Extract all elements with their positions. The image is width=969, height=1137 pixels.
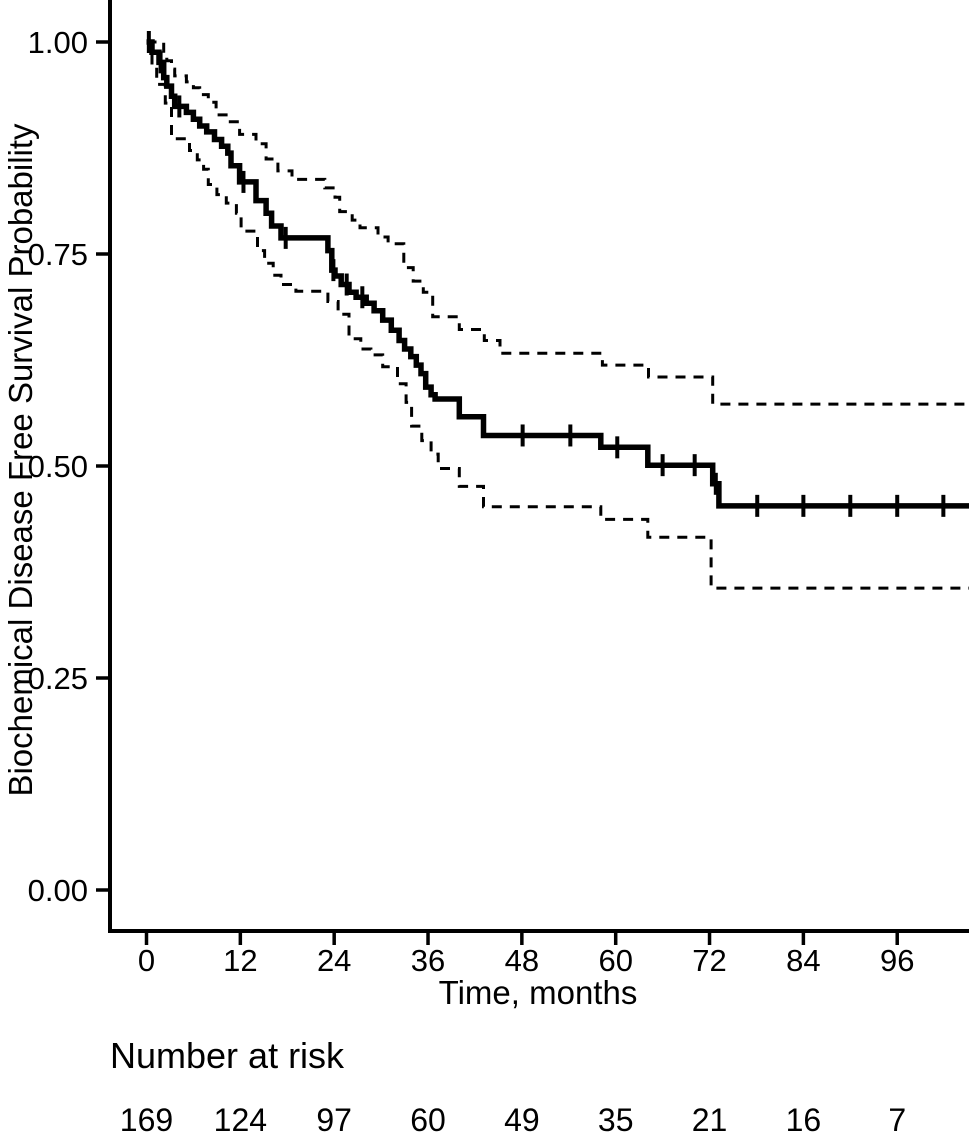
x-tick-label: 72 [692,943,726,978]
x-tick-label: 84 [786,943,820,978]
y-axis-title: Biochemical Disease Free Survival Probab… [2,123,39,797]
risk-table-values: 169 124 97 60 49 35 21 16 7 [120,1102,906,1137]
risk-count: 35 [598,1102,634,1137]
y-tick-label: 0.25 [28,661,88,696]
km-estimate-line [146,39,969,509]
y-tick-label: 0.50 [28,449,88,484]
risk-count: 169 [120,1102,173,1137]
x-tick-label: 96 [880,943,914,978]
risk-count: 49 [504,1102,540,1137]
risk-count: 16 [786,1102,822,1137]
x-tick-label: 0 [138,943,155,978]
y-tick-label: 1.00 [28,25,88,60]
risk-count: 124 [214,1102,267,1137]
censor-marks [146,31,946,517]
x-tick-label: 12 [223,943,257,978]
x-tick-label: 48 [505,943,539,978]
ci-lower-line [146,40,969,590]
risk-count: 7 [888,1102,906,1137]
x-tick-label: 36 [411,943,445,978]
risk-table-title: Number at risk [110,1035,345,1076]
risk-count: 97 [316,1102,352,1137]
x-tick-label: 24 [317,943,351,978]
x-axis-ticks: 0 12 24 36 48 60 72 84 96 [138,931,914,978]
y-tick-label: 0.75 [28,237,88,272]
risk-count: 60 [410,1102,446,1137]
x-tick-label: 60 [598,943,632,978]
y-tick-label: 0.00 [28,873,88,908]
risk-count: 21 [692,1102,728,1137]
x-axis-title: Time, months [439,974,638,1011]
ci-upper-line [146,40,969,406]
y-axis-ticks: 0.00 0.25 0.50 0.75 1.00 [28,25,108,908]
